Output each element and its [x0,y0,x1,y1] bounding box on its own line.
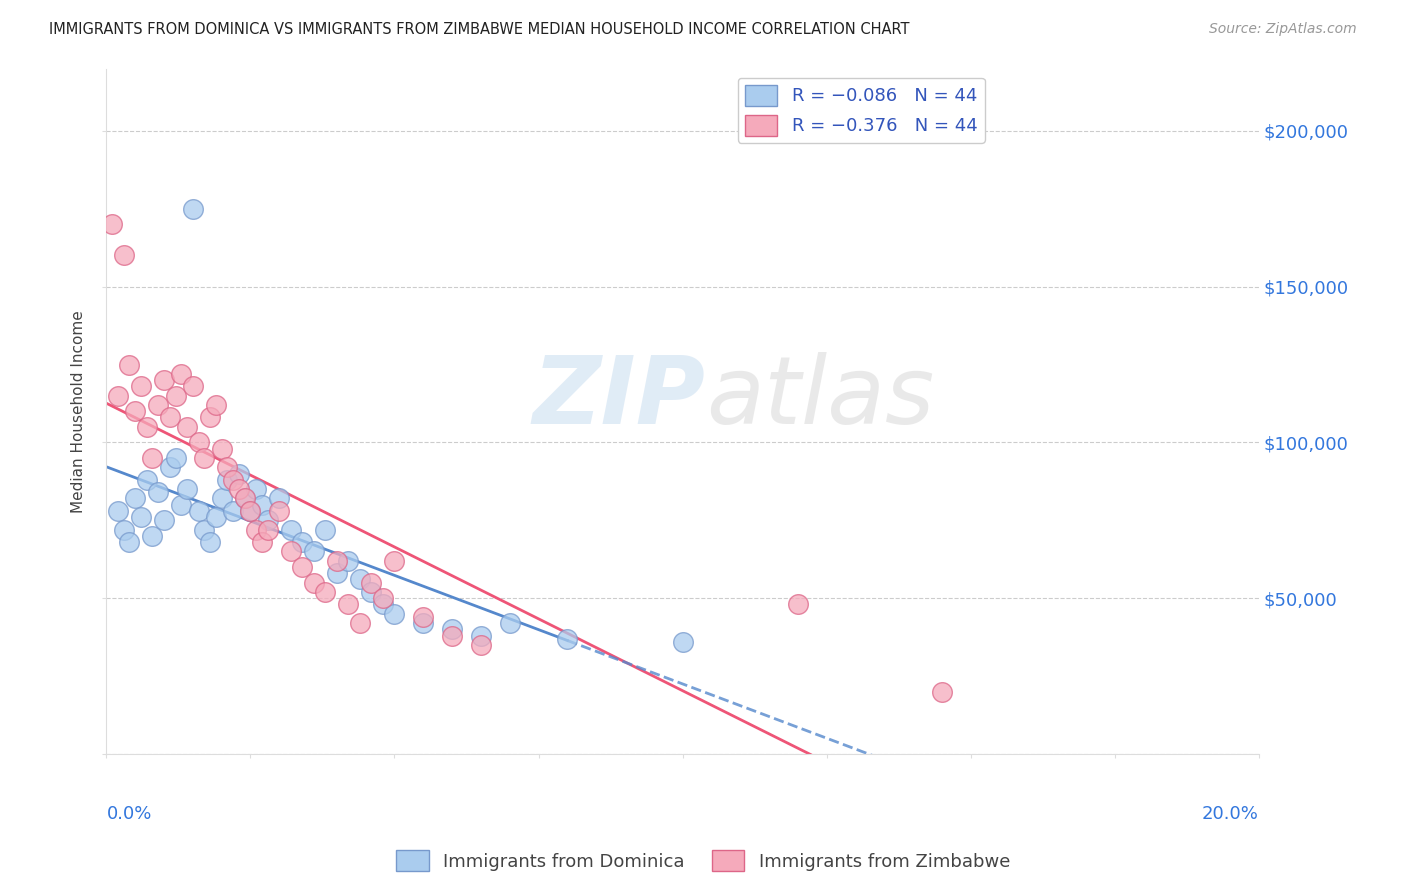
Point [217,473,239,487]
Point [181,202,204,216]
Point [337,554,360,568]
Point [112,523,135,537]
Point [337,598,360,612]
Point [280,523,302,537]
Point [153,513,176,527]
Point [205,510,228,524]
Point [256,513,278,527]
Point [256,523,278,537]
Point [269,491,291,506]
Point [412,616,434,631]
Text: ZIP: ZIP [533,351,706,443]
Point [250,498,273,512]
Point [124,491,146,506]
Text: IMMIGRANTS FROM DOMINICA VS IMMIGRANTS FROM ZIMBABWE MEDIAN HOUSEHOLD INCOME COR: IMMIGRANTS FROM DOMINICA VS IMMIGRANTS F… [49,22,910,37]
Point [269,504,291,518]
Point [118,358,141,372]
Point [499,616,522,631]
Point [112,248,135,262]
Point [470,629,492,643]
Point [239,504,262,518]
Point [217,460,239,475]
Point [107,504,129,518]
Text: 20.0%: 20.0% [1202,805,1258,823]
Point [371,591,394,606]
Text: 0.0%: 0.0% [107,805,152,823]
Point [181,379,204,393]
Point [228,467,250,481]
Point [280,544,302,558]
Point [412,610,434,624]
Point [349,573,371,587]
Point [349,616,371,631]
Point [176,419,198,434]
Point [187,435,209,450]
Text: atlas: atlas [706,352,934,443]
Point [211,491,233,506]
Point [470,638,492,652]
Legend: Immigrants from Dominica, Immigrants from Zimbabwe: Immigrants from Dominica, Immigrants fro… [389,843,1017,879]
Point [159,410,181,425]
Point [222,473,245,487]
Point [148,485,170,500]
Point [165,389,187,403]
Point [360,575,382,590]
Point [250,535,273,549]
Point [129,379,152,393]
Point [205,398,228,412]
Point [148,398,170,412]
Point [384,554,406,568]
Point [141,450,163,465]
Point [245,523,267,537]
Point [198,410,221,425]
Point [931,684,953,698]
Point [135,419,157,434]
Text: Source: ZipAtlas.com: Source: ZipAtlas.com [1209,22,1357,37]
Legend: R = −0.086   N = 44, R = −0.376   N = 44: R = −0.086 N = 44, R = −0.376 N = 44 [738,78,984,143]
Point [107,389,129,403]
Point [193,450,215,465]
Point [141,529,163,543]
Point [170,367,193,381]
Point [557,632,579,646]
Point [176,482,198,496]
Point [101,217,124,231]
Point [211,442,233,456]
Point [222,504,245,518]
Point [233,491,256,506]
Y-axis label: Median Household Income: Median Household Income [72,310,86,513]
Point [441,629,464,643]
Point [371,598,394,612]
Point [170,498,193,512]
Point [786,598,808,612]
Point [302,544,325,558]
Point [302,575,325,590]
Point [314,523,336,537]
Point [671,635,693,649]
Point [360,585,382,599]
Point [291,535,314,549]
Point [314,585,336,599]
Point [124,404,146,418]
Point [233,491,256,506]
Point [165,450,187,465]
Point [245,482,267,496]
Point [291,560,314,574]
Point [118,535,141,549]
Point [239,504,262,518]
Point [441,623,464,637]
Point [326,566,349,581]
Point [384,607,406,621]
Point [159,460,181,475]
Point [129,510,152,524]
Point [187,504,209,518]
Point [198,535,221,549]
Point [228,482,250,496]
Point [153,373,176,387]
Point [135,473,157,487]
Point [193,523,215,537]
Point [326,554,349,568]
